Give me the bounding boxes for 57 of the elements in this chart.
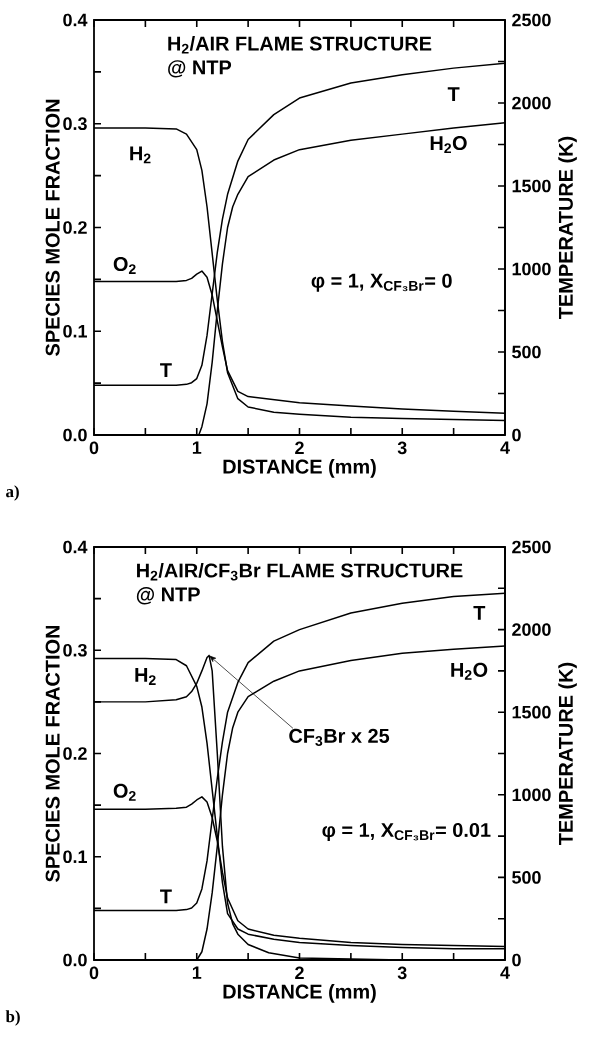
text: @ NTP	[168, 60, 232, 78]
y2-tick-label: 1000	[512, 262, 551, 276]
x-tick-label: 2	[295, 966, 304, 980]
series-label: T	[160, 363, 172, 378]
text: T	[473, 606, 486, 620]
series-label: T	[160, 889, 172, 904]
annotation: φ = 1, X$_{CF₃Br}$= 0.01	[322, 822, 491, 841]
text: a)	[6, 485, 19, 501]
text: H$_{2}$/AIR FLAME STRUCTURE	[168, 35, 432, 54]
y2-tick-label: 2500	[512, 540, 551, 554]
y2-tick-label: 500	[512, 345, 541, 359]
x-tick-label: 3	[397, 441, 407, 455]
y2-tick-label: 0	[512, 953, 521, 967]
y-tick-label: 0.0	[63, 428, 87, 442]
x-tick-label: 0	[89, 966, 99, 980]
y-tick-label: 0.2	[63, 221, 87, 234]
y2-tick-label: 2000	[512, 623, 551, 636]
y-tick-label: 0.2	[63, 747, 87, 760]
y-axis-title: SPECIES MOLE FRACTION	[45, 99, 60, 356]
x-tick-label: 2	[295, 441, 304, 455]
y2-tick-label: 500	[512, 871, 541, 884]
series-label: H$_{2}$O	[430, 136, 467, 154]
y2-tick-label: 1500	[512, 705, 551, 719]
x-axis-title: DISTANCE (mm)	[223, 984, 376, 1003]
y-tick-label: 0.1	[63, 324, 87, 338]
y-axis-title: SPECIES MOLE FRACTION	[45, 625, 60, 882]
series-label: H$_{2}$	[130, 146, 151, 164]
y-tick-label: 0.1	[63, 850, 87, 864]
text: H$_{2}$/AIR/CF$_{3}$Br FLAME STRUCTURE	[137, 562, 463, 581]
y2-tick-label: 2500	[512, 13, 551, 27]
x-tick-label: 0	[89, 441, 99, 455]
y2-axis-title: TEMPERATURE (K)	[558, 662, 577, 845]
y2-axis-title: TEMPERATURE (K)	[558, 136, 577, 319]
x-tick-label: 4	[500, 441, 510, 454]
series-label: H$_{2}$O	[451, 662, 488, 680]
y2-tick-label: 1000	[512, 788, 551, 802]
text: @ NTP	[136, 587, 200, 605]
y-tick-label: 0.3	[63, 643, 87, 657]
y-tick-label: 0.4	[63, 13, 88, 27]
y2-tick-label: 0	[512, 428, 521, 442]
x-tick-label: 4	[500, 966, 510, 979]
annotation: φ = 1, X$_{CF₃Br}$= 0	[311, 273, 452, 292]
series-label: H$_{2}$	[135, 668, 156, 685]
y-tick-label: 0.4	[63, 540, 88, 554]
y-tick-label: 0.3	[63, 117, 87, 131]
y-tick-label: 0.0	[63, 953, 87, 967]
legend-label: O$_{2}$	[113, 783, 136, 801]
x-tick-label: 1	[192, 441, 202, 454]
x-axis-title: DISTANCE (mm)	[223, 459, 376, 478]
y2-tick-label: 2000	[512, 96, 551, 110]
x-tick-label: 3	[397, 966, 407, 980]
y2-tick-label: 1500	[512, 179, 551, 193]
annotation: CF$_{3}$Br x 25	[289, 728, 390, 746]
legend-label: O$_{2}$	[113, 256, 136, 274]
text: T	[447, 87, 460, 101]
text: b)	[5, 1010, 20, 1026]
x-tick-label: 1	[192, 966, 202, 979]
